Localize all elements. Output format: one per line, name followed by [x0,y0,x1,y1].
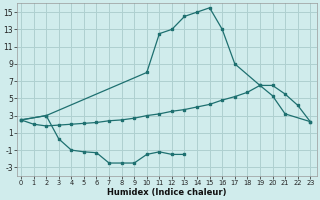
X-axis label: Humidex (Indice chaleur): Humidex (Indice chaleur) [107,188,227,197]
